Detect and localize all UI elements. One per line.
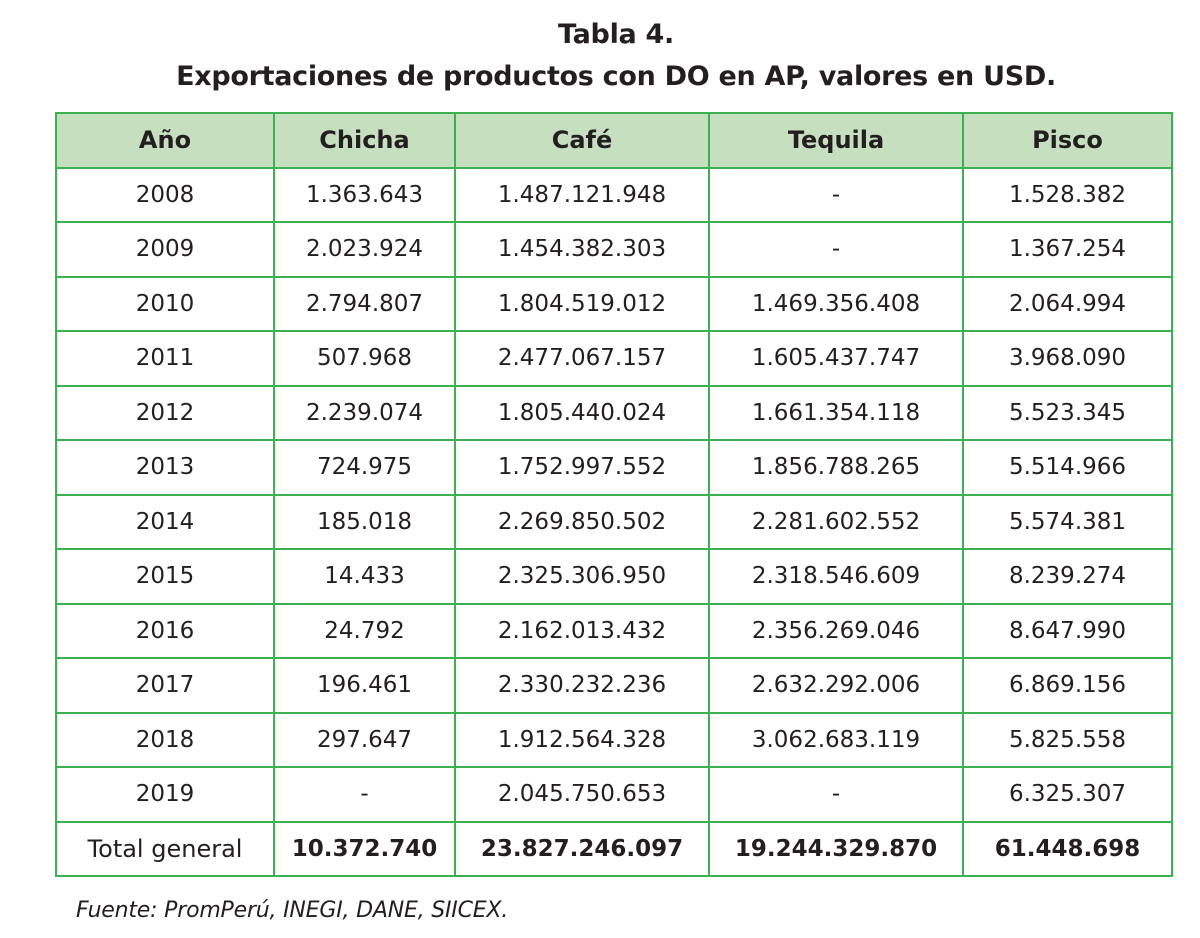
cell-tequila: - bbox=[708, 221, 964, 278]
cell-cafe: 1.752.997.552 bbox=[454, 439, 710, 496]
cell-chicha: 2.023.924 bbox=[273, 221, 456, 278]
table-row: 2017 196.461 2.330.232.236 2.632.292.006 6.8… bbox=[55, 657, 1173, 714]
cell-chicha: 24.792 bbox=[273, 602, 456, 659]
cell-pisco: 8.647.990 bbox=[962, 602, 1173, 659]
cell-pisco: 6.325.307 bbox=[962, 766, 1173, 823]
cell-cafe: 2.162.013.432 bbox=[454, 602, 710, 659]
cell-cafe: 1.454.382.303 bbox=[454, 221, 710, 278]
cell-pisco: 5.825.558 bbox=[962, 711, 1173, 768]
cell-pisco: 6.869.156 bbox=[962, 657, 1173, 714]
cell-chicha: 2.239.074 bbox=[273, 384, 456, 441]
cell-chicha: 724.975 bbox=[273, 439, 456, 496]
cell-cafe: 2.477.067.157 bbox=[454, 330, 710, 387]
table-row: 2013 724.975 1.752.997.552 1.856.788.265 5.5… bbox=[55, 439, 1173, 496]
table-title: Exportaciones de productos con DO en AP,… bbox=[176, 61, 1056, 92]
table-header-row: Año Chicha Café Tequila Pisco bbox=[55, 112, 1173, 169]
cell-cafe: 2.330.232.236 bbox=[454, 657, 710, 714]
cell-tequila: 3.062.683.119 bbox=[708, 711, 964, 768]
table-row: 2012 2.239.074 1.805.440.024 1.661.354.118 5… bbox=[55, 384, 1173, 441]
cell-year: 2019 bbox=[55, 766, 275, 823]
table-row: 2018 297.647 1.912.564.328 3.062.683.119 5.8… bbox=[55, 711, 1173, 768]
cell-tequila: 1.661.354.118 bbox=[708, 384, 964, 441]
cell-year: 2016 bbox=[55, 602, 275, 659]
header-tequila: Tequila bbox=[708, 112, 964, 169]
cell-chicha: 2.794.807 bbox=[273, 275, 456, 332]
cell-tequila: 2.356.269.046 bbox=[708, 602, 964, 659]
table-number: Tabla 4. bbox=[557, 19, 674, 50]
cell-tequila: 2.281.602.552 bbox=[708, 493, 964, 550]
total-label: Total general bbox=[55, 820, 275, 877]
cell-pisco: 3.968.090 bbox=[962, 330, 1173, 387]
cell-tequila: 1.856.788.265 bbox=[708, 439, 964, 496]
cell-tequila: 2.318.546.609 bbox=[708, 548, 964, 605]
table-row: 2010 2.794.807 1.804.519.012 1.469.356.408 2… bbox=[55, 275, 1173, 332]
table-row: 2016 24.792 2.162.013.432 2.356.269.046 8.64… bbox=[55, 602, 1173, 659]
cell-year: 2013 bbox=[55, 439, 275, 496]
cell-year: 2011 bbox=[55, 330, 275, 387]
table-row: 2015 14.433 2.325.306.950 2.318.546.609 8.23… bbox=[55, 548, 1173, 605]
table-row: 2011 507.968 2.477.067.157 1.605.437.747 3.9… bbox=[55, 330, 1173, 387]
cell-tequila: 1.469.356.408 bbox=[708, 275, 964, 332]
cell-chicha: 14.433 bbox=[273, 548, 456, 605]
cell-tequila: - bbox=[708, 166, 964, 223]
table-row: 2009 2.023.924 1.454.382.303-1.367.254 bbox=[55, 221, 1173, 278]
total-chicha: 10.372.740 bbox=[273, 820, 456, 877]
cell-pisco: 5.574.381 bbox=[962, 493, 1173, 550]
header-cafe: Café bbox=[454, 112, 710, 169]
header-pisco: Pisco bbox=[962, 112, 1173, 169]
cell-year: 2018 bbox=[55, 711, 275, 768]
cell-tequila: 1.605.437.747 bbox=[708, 330, 964, 387]
table-row: 2014 185.018 2.269.850.502 2.281.602.552 5.5… bbox=[55, 493, 1173, 550]
total-tequila: 19.244.329.870 bbox=[708, 820, 964, 877]
cell-year: 2014 bbox=[55, 493, 275, 550]
table-row: 2019-2.045.750.653-6.325.307 bbox=[55, 766, 1173, 823]
total-cafe: 23.827.246.097 bbox=[454, 820, 710, 877]
exports-table: Año Chicha Café Tequila Pisco 2008 1.363.… bbox=[55, 112, 1173, 877]
cell-cafe: 2.325.306.950 bbox=[454, 548, 710, 605]
cell-pisco: 1.528.382 bbox=[962, 166, 1173, 223]
cell-pisco: 5.514.966 bbox=[962, 439, 1173, 496]
cell-year: 2017 bbox=[55, 657, 275, 714]
cell-cafe: 2.045.750.653 bbox=[454, 766, 710, 823]
cell-pisco: 5.523.345 bbox=[962, 384, 1173, 441]
cell-chicha: 507.968 bbox=[273, 330, 456, 387]
header-chicha: Chicha bbox=[273, 112, 456, 169]
table-caption: Tabla 4. Exportaciones de productos con … bbox=[0, 14, 1200, 98]
cell-chicha: - bbox=[273, 766, 456, 823]
cell-cafe: 1.804.519.012 bbox=[454, 275, 710, 332]
cell-chicha: 185.018 bbox=[273, 493, 456, 550]
cell-year: 2015 bbox=[55, 548, 275, 605]
cell-cafe: 1.487.121.948 bbox=[454, 166, 710, 223]
cell-cafe: 1.912.564.328 bbox=[454, 711, 710, 768]
cell-year: 2008 bbox=[55, 166, 275, 223]
cell-tequila: 2.632.292.006 bbox=[708, 657, 964, 714]
cell-year: 2009 bbox=[55, 221, 275, 278]
cell-chicha: 1.363.643 bbox=[273, 166, 456, 223]
cell-chicha: 297.647 bbox=[273, 711, 456, 768]
header-year: Año bbox=[55, 112, 275, 169]
cell-pisco: 2.064.994 bbox=[962, 275, 1173, 332]
cell-pisco: 8.239.274 bbox=[962, 548, 1173, 605]
total-pisco: 61.448.698 bbox=[962, 820, 1173, 877]
cell-cafe: 2.269.850.502 bbox=[454, 493, 710, 550]
cell-tequila: - bbox=[708, 766, 964, 823]
cell-cafe: 1.805.440.024 bbox=[454, 384, 710, 441]
total-row: Total general 10.372.740 23.827.246.097 19.… bbox=[55, 820, 1173, 877]
source-note: Fuente: PromPerú, INEGI, DANE, SIICEX. bbox=[76, 898, 509, 923]
table-body: 2008 1.363.643 1.487.121.948-1.528.382 2009… bbox=[55, 166, 1173, 877]
cell-year: 2010 bbox=[55, 275, 275, 332]
cell-pisco: 1.367.254 bbox=[962, 221, 1173, 278]
table-row: 2008 1.363.643 1.487.121.948-1.528.382 bbox=[55, 166, 1173, 223]
cell-chicha: 196.461 bbox=[273, 657, 456, 714]
cell-year: 2012 bbox=[55, 384, 275, 441]
